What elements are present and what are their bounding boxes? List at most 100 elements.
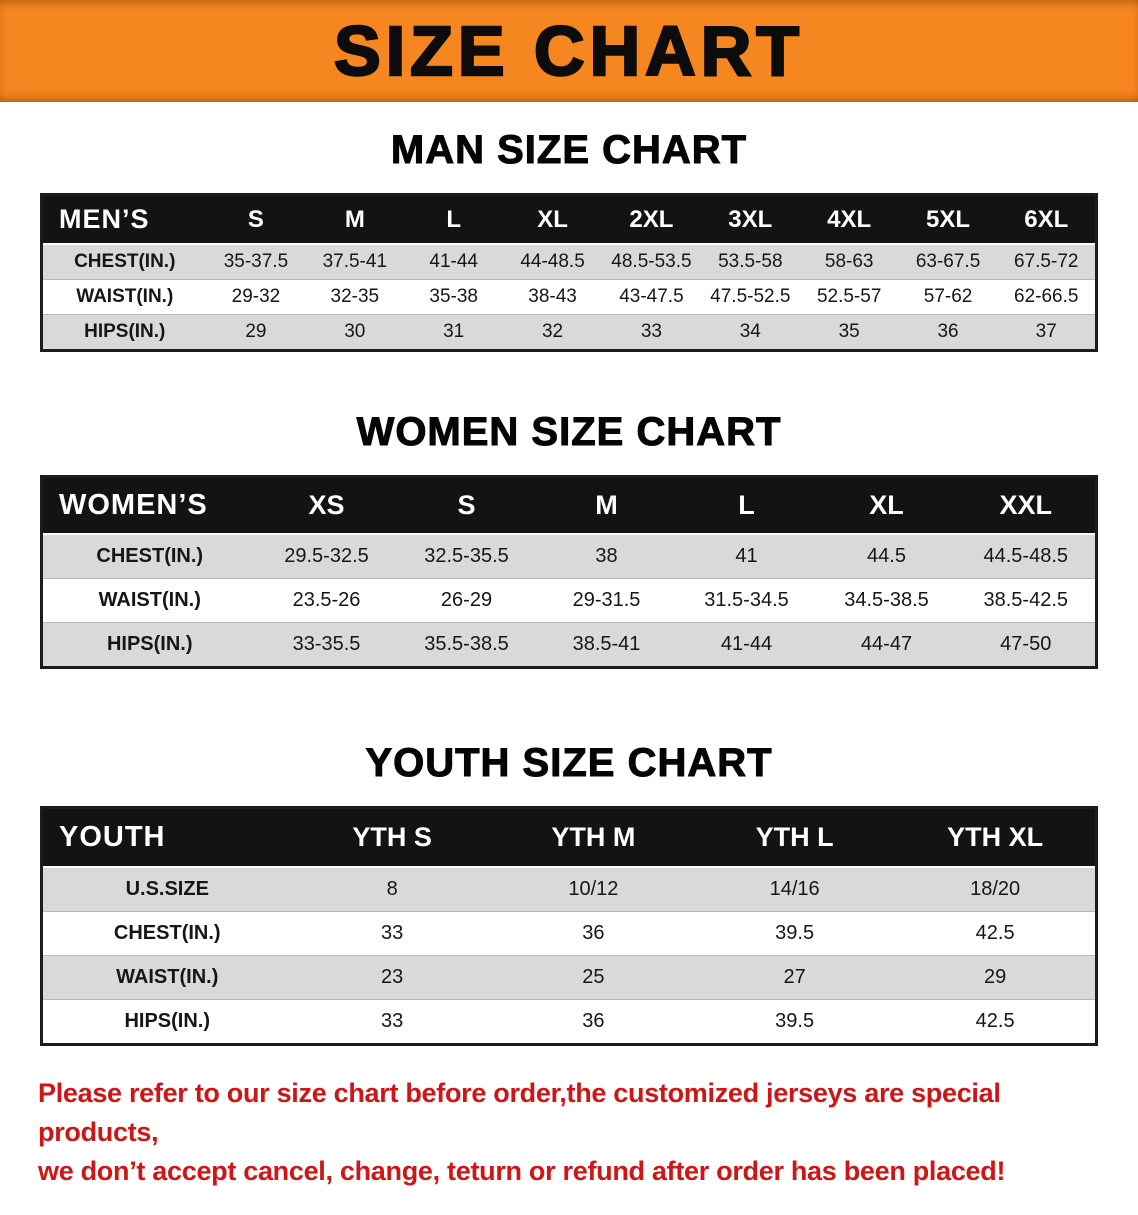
- size-value-cell: 44.5: [867, 545, 906, 567]
- size-value-cell: 42.5: [975, 1010, 1015, 1032]
- table-header-row: YOUTH YTH S YTH M YTH L YTH XL: [41, 807, 1097, 868]
- size-value-cell: 63-67.5: [915, 251, 981, 272]
- row-label-cell: WAIST(IN.): [98, 589, 201, 611]
- table-row: CHEST(IN.) 35-37.5 37.5-41 41-44 44-48.5 48.5…: [41, 244, 1097, 280]
- size-value-cell: 41-44: [720, 633, 773, 655]
- table-row: CHEST(IN.) 33 36 39.5 42.5: [41, 911, 1097, 956]
- womens-size-table: WOMEN’S XS S M L XL XXL CHEST(IN.) 29.5-32.5 32.5…: [40, 475, 1098, 669]
- size-value-cell: 36: [937, 321, 959, 342]
- size-value-cell: 39.5: [775, 1010, 815, 1032]
- notice-line-2: we don’t accept cancel, change, teturn o…: [38, 1156, 1006, 1187]
- size-header-cell: 5XL: [898, 194, 998, 245]
- size-header-cell: 3XL: [700, 194, 800, 245]
- size-header-cell: XXL: [956, 476, 1097, 535]
- mens-size-table: MEN’S S M L XL 2XL 3XL 4XL 5XL 6XL CHEST(IN.) 35-37…: [40, 193, 1098, 352]
- table-row: WAIST(IN.) 29-32 32-35 35-38 38-43 43-47.5 47.…: [41, 279, 1097, 315]
- size-value-cell: 33: [381, 922, 404, 944]
- size-value-cell: 67.5-72: [1014, 251, 1079, 272]
- row-label-cell: CHEST(IN.): [96, 545, 204, 567]
- size-value-cell: 41-44: [429, 251, 478, 272]
- size-value-cell: 44.5-48.5: [983, 545, 1068, 567]
- man-size-heading: MAN SIZE CHART: [390, 128, 748, 173]
- size-value-cell: 35-37.5: [223, 251, 289, 272]
- size-value-cell: 8: [386, 878, 398, 900]
- size-value-cell: 18/20: [970, 878, 1021, 900]
- table-title-cell: MEN’S: [41, 194, 207, 245]
- size-value-cell: 31.5-34.5: [704, 589, 789, 611]
- row-label-cell: HIPS(IN.): [106, 633, 193, 655]
- size-value-cell: 34.5-38.5: [844, 589, 929, 611]
- footer-notice: Please refer to our size chart before or…: [38, 1074, 1100, 1191]
- size-value-cell: 29: [984, 966, 1007, 988]
- size-value-cell: 38-43: [528, 286, 577, 307]
- size-header-cell: YTH L: [694, 807, 896, 868]
- size-value-cell: 26-29: [440, 589, 493, 611]
- row-label-cell: HIPS(IN.): [84, 321, 166, 342]
- table-row: CHEST(IN.) 29.5-32.5 32.5-35.5 38 41 44.5 44.5…: [41, 534, 1097, 579]
- women-size-section: WOMEN SIZE CHART WOMEN’S XS S M L XL XXL CHEST(…: [0, 410, 1138, 669]
- table-row: WAIST(IN.) 23 25 27 29: [41, 955, 1097, 1000]
- youth-size-heading: YOUTH SIZE CHART: [365, 741, 773, 786]
- women-size-heading: WOMEN SIZE CHART: [356, 410, 782, 455]
- size-value-cell: 10/12: [568, 878, 619, 900]
- size-value-cell: 58-63: [824, 251, 874, 272]
- man-size-section: MAN SIZE CHART MEN’S S M L XL 2XL 3XL 4XL 5XL 6XL…: [0, 128, 1138, 352]
- size-value-cell: 35.5-38.5: [424, 633, 509, 655]
- size-value-cell: 32.5-35.5: [424, 545, 509, 567]
- size-value-cell: 39.5: [775, 922, 815, 944]
- size-value-cell: 38.5-42.5: [983, 589, 1068, 611]
- table-row: U.S.SIZE 8 10/12 14/16 18/20: [41, 867, 1097, 912]
- row-label-cell: U.S.SIZE: [125, 878, 209, 900]
- youth-size-section: YOUTH SIZE CHART YOUTH YTH S YTH M YTH L YTH…: [0, 741, 1138, 1046]
- size-value-cell: 25: [582, 966, 605, 988]
- size-value-cell: 29.5-32.5: [284, 545, 369, 567]
- size-header-cell: M: [305, 194, 405, 245]
- size-header-cell: 4XL: [799, 194, 899, 245]
- row-label-cell: WAIST(IN.): [116, 966, 219, 988]
- notice-line-1: Please refer to our size chart before or…: [38, 1078, 1001, 1148]
- size-value-cell: 23: [381, 966, 404, 988]
- size-value-cell: 38.5-41: [572, 633, 641, 655]
- size-header-cell: XS: [256, 476, 397, 535]
- table-row: HIPS(IN.) 33 36 39.5 42.5: [41, 999, 1097, 1045]
- size-value-cell: 29: [245, 321, 267, 342]
- table-row: HIPS(IN.) 29 30 31 32 33 34 35 36 37: [41, 314, 1097, 351]
- size-value-cell: 35: [838, 321, 860, 342]
- size-value-cell: 47-50: [1000, 633, 1052, 655]
- row-label-cell: CHEST(IN.): [113, 922, 221, 944]
- size-value-cell: 41: [735, 545, 758, 567]
- row-label-cell: WAIST(IN.): [76, 286, 174, 307]
- size-value-cell: 32: [541, 321, 564, 342]
- size-value-cell: 52.5-57: [816, 286, 882, 307]
- size-value-cell: 14/16: [769, 878, 820, 900]
- size-value-cell: 42.5: [975, 922, 1015, 944]
- size-value-cell: 38: [595, 545, 618, 567]
- size-value-cell: 29-31.5: [572, 589, 641, 611]
- size-value-cell: 57-62: [923, 286, 973, 307]
- size-header-cell: S: [206, 194, 306, 245]
- size-header-cell: L: [676, 476, 817, 535]
- row-label-cell: CHEST(IN.): [74, 251, 176, 272]
- size-value-cell: 43-47.5: [619, 286, 684, 307]
- size-header-cell: L: [404, 194, 504, 245]
- size-header-cell: YTH XL: [895, 807, 1097, 868]
- table-title-cell: WOMEN’S: [41, 476, 257, 535]
- size-value-cell: 36: [582, 1010, 605, 1032]
- size-value-cell: 23.5-26: [292, 589, 361, 611]
- size-value-cell: 62-66.5: [1014, 286, 1079, 307]
- size-value-cell: 32-35: [330, 286, 380, 307]
- row-label-cell: HIPS(IN.): [124, 1010, 211, 1032]
- size-header-cell: S: [396, 476, 537, 535]
- size-header-cell: 2XL: [602, 194, 701, 245]
- size-header-cell: XL: [503, 194, 602, 245]
- size-value-cell: 47.5-52.5: [710, 286, 791, 307]
- size-value-cell: 33: [640, 321, 662, 342]
- size-value-cell: 37.5-41: [322, 251, 388, 272]
- table-header-row: WOMEN’S XS S M L XL XXL: [41, 476, 1097, 535]
- table-row: WAIST(IN.) 23.5-26 26-29 29-31.5 31.5-34.5 34…: [41, 578, 1097, 623]
- size-header-cell: M: [536, 476, 677, 535]
- size-value-cell: 34: [739, 321, 761, 342]
- size-value-cell: 27: [783, 966, 806, 988]
- size-value-cell: 31: [443, 321, 465, 342]
